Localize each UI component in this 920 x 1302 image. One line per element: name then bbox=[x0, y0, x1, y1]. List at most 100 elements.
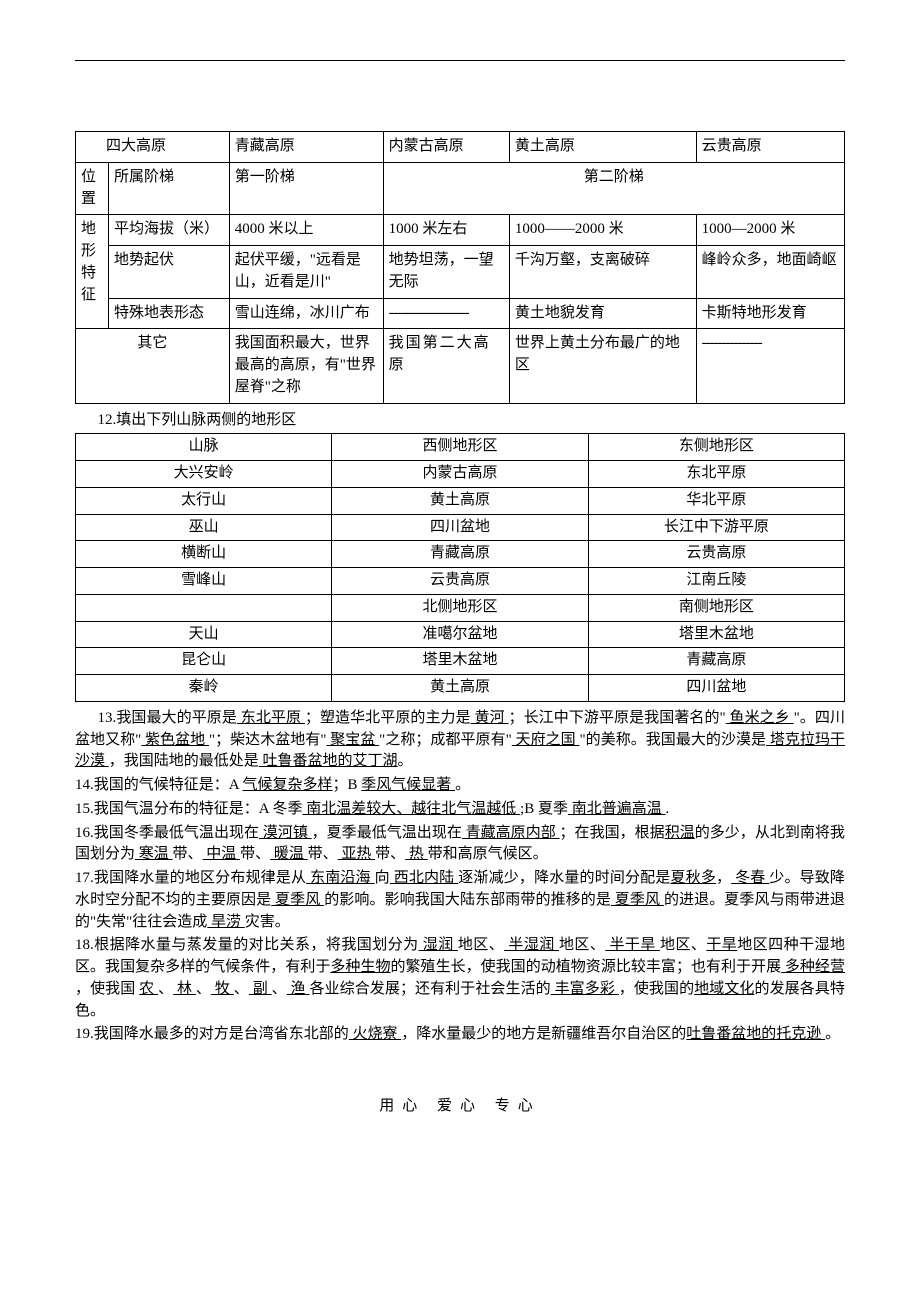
text-segment: 地域文化 bbox=[694, 981, 754, 997]
table-row: 昆仑山塔里木盆地青藏高原 bbox=[76, 648, 845, 675]
cell: 所属阶梯 bbox=[108, 162, 229, 215]
text-segment: 带、 bbox=[173, 846, 203, 862]
cell: 四川盆地 bbox=[588, 675, 844, 702]
text-segment: ；B bbox=[333, 777, 362, 793]
table-row: 横断山青藏高原云贵高原 bbox=[76, 541, 845, 568]
cell: 位置 bbox=[76, 162, 109, 215]
cell: 世界上黄土分布最广的地区 bbox=[509, 329, 696, 403]
text-segment: 的繁殖生长，使我国的动植物资源比较丰富；也有利于开展 bbox=[391, 959, 782, 975]
text-segment: 热 bbox=[405, 846, 428, 862]
cell: 长江中下游平原 bbox=[588, 514, 844, 541]
text-segment: 、 bbox=[272, 981, 287, 997]
text-segment: . bbox=[665, 801, 669, 817]
text-segment: ，我国陆地的最低处是 bbox=[109, 753, 259, 769]
cell: 我国面积最大，世界最高的高原，有"世界屋脊"之称 bbox=[229, 329, 383, 403]
cell: 四川盆地 bbox=[332, 514, 588, 541]
table-row: 秦岭黄土高原四川盆地 bbox=[76, 675, 845, 702]
text-segment: "之称；成都平原有" bbox=[379, 732, 512, 748]
text-segment: 吐鲁番盆地的托克逊 bbox=[686, 1026, 825, 1042]
cell: 黄土高原 bbox=[509, 132, 696, 163]
cell: 雪峰山 bbox=[76, 568, 332, 595]
cell: 平均海拔（米） bbox=[108, 215, 229, 246]
text-segment: 湿润 bbox=[419, 937, 458, 953]
text-segment: 地区、 bbox=[660, 937, 706, 953]
text-segment: 亚热 bbox=[338, 846, 376, 862]
cell: 东北平原 bbox=[588, 461, 844, 488]
cell: 东侧地形区 bbox=[588, 434, 844, 461]
text-segment: 半干旱 bbox=[605, 937, 660, 953]
text-segment: "的美称。我国最大的沙漠是 bbox=[579, 732, 766, 748]
cell: 江南丘陵 bbox=[588, 568, 844, 595]
text-segment: 林 bbox=[173, 981, 196, 997]
cell: 横断山 bbox=[76, 541, 332, 568]
text-segment: 、 bbox=[234, 981, 249, 997]
text-segment: 天府之国 bbox=[512, 732, 580, 748]
cell: 昆仑山 bbox=[76, 648, 332, 675]
text-segment: "；柴达木盆地有" bbox=[209, 732, 327, 748]
table-row: 其它 我国面积最大，世界最高的高原，有"世界屋脊"之称 我国第二大高原 世界上黄… bbox=[76, 329, 845, 403]
text-segment: 13.我国最大的平原是 bbox=[98, 710, 237, 726]
text-segment: 的影响。影响我国大陆东部雨带的推移的是 bbox=[324, 892, 611, 908]
text-segment: 西北内陆 bbox=[390, 870, 458, 886]
cell: 1000——2000 米 bbox=[509, 215, 696, 246]
cell: 地形特征 bbox=[76, 215, 109, 329]
cell: 我国第二大高原 bbox=[383, 329, 509, 403]
text-segment: 季风气候显著 bbox=[361, 777, 455, 793]
table-row: 四大高原 青藏高原 内蒙古高原 黄土高原 云贵高原 bbox=[76, 132, 845, 163]
table-row: 地形特征 平均海拔（米） 4000 米以上 1000 米左右 1000——200… bbox=[76, 215, 845, 246]
mountain-sides-table: 山脉西侧地形区东侧地形区大兴安岭内蒙古高原东北平原太行山黄土高原华北平原巫山四川… bbox=[75, 433, 845, 702]
text-segment: 带和高原气候区。 bbox=[428, 846, 548, 862]
table-row: 大兴安岭内蒙古高原东北平原 bbox=[76, 461, 845, 488]
table-row: 山脉西侧地形区东侧地形区 bbox=[76, 434, 845, 461]
table-row: 天山准噶尔盆地塔里木盆地 bbox=[76, 621, 845, 648]
text-segment: 19.我国降水最多的对方是台湾省东北部的 bbox=[75, 1026, 349, 1042]
cell: 青藏高原 bbox=[229, 132, 383, 163]
table-row: 位置 所属阶梯 第一阶梯 第二阶梯 bbox=[76, 162, 845, 215]
text-segment: 旱涝 bbox=[207, 914, 245, 930]
text-segment: 14.我国的气候特征是：A bbox=[75, 777, 243, 793]
text-segment: 中温 bbox=[203, 846, 241, 862]
text-segment: 。 bbox=[455, 777, 470, 793]
table-row: 特殊地表形态 雪山连绵，冰川广布 -------------------- 黄土… bbox=[76, 298, 845, 329]
cell: 雪山连绵，冰川广布 bbox=[229, 298, 383, 329]
cell: 黄土地貌发育 bbox=[509, 298, 696, 329]
paragraph-18: 18.根据降水量与蒸发量的对比关系，将我国划分为 湿润 地区、 半湿润 地区、 … bbox=[75, 935, 845, 1022]
text-segment: 漠河镇 bbox=[259, 825, 312, 841]
cell: 第一阶梯 bbox=[229, 162, 383, 215]
text-segment: 紫色盆地 bbox=[141, 732, 209, 748]
text-segment: 鱼米之乡 bbox=[726, 710, 794, 726]
text-segment: 夏季风 bbox=[611, 892, 664, 908]
cell: 巫山 bbox=[76, 514, 332, 541]
four-plateaus-table: 四大高原 青藏高原 内蒙古高原 黄土高原 云贵高原 位置 所属阶梯 第一阶梯 第… bbox=[75, 131, 845, 404]
cell: 内蒙古高原 bbox=[332, 461, 588, 488]
cell: 云贵高原 bbox=[696, 132, 844, 163]
text-segment: 聚宝盆 bbox=[326, 732, 379, 748]
cell: 天山 bbox=[76, 621, 332, 648]
text-segment: 带、 bbox=[308, 846, 338, 862]
text-segment: 17.我国降水量的地区分布规律是从 bbox=[75, 870, 306, 886]
text-segment: ，使我国的 bbox=[619, 981, 694, 997]
text-segment: 青藏高原内部 bbox=[462, 825, 560, 841]
cell: --------------- bbox=[696, 329, 844, 403]
text-segment: 。 bbox=[398, 753, 413, 769]
text-segment: 东南沿海 bbox=[306, 870, 374, 886]
text-segment: 夏秋多 bbox=[671, 870, 716, 886]
text-segment: 16.我国冬季最低气温出现在 bbox=[75, 825, 259, 841]
text-segment: 南北普遍高温 bbox=[568, 801, 666, 817]
text-segment: 农 bbox=[139, 981, 158, 997]
paragraph-13: 13.我国最大的平原是 东北平原 ；塑造华北平原的主力是 黄河 ；长江中下游平原… bbox=[75, 708, 845, 773]
text-segment: ;B 夏季 bbox=[520, 801, 568, 817]
cell: 1000 米左右 bbox=[383, 215, 509, 246]
cell: 内蒙古高原 bbox=[383, 132, 509, 163]
table-row: 太行山黄土高原华北平原 bbox=[76, 487, 845, 514]
cell: 青藏高原 bbox=[588, 648, 844, 675]
cell: 太行山 bbox=[76, 487, 332, 514]
text-segment: 渔 bbox=[287, 981, 310, 997]
cell: 大兴安岭 bbox=[76, 461, 332, 488]
text-segment: 冬春 bbox=[731, 870, 769, 886]
text-segment: 15.我国气温分布的特征是：A 冬季 bbox=[75, 801, 303, 817]
cell: 南侧地形区 bbox=[588, 594, 844, 621]
text-segment: 暖温 bbox=[270, 846, 308, 862]
text-segment: ， bbox=[716, 870, 731, 886]
text-segment: 带、 bbox=[375, 846, 405, 862]
